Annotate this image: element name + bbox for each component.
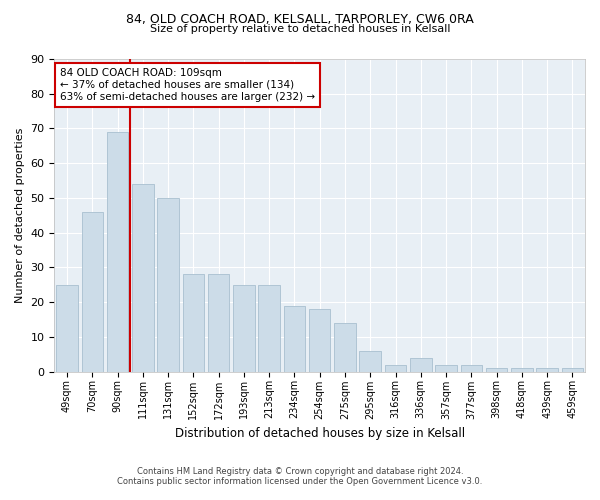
Text: Contains public sector information licensed under the Open Government Licence v3: Contains public sector information licen…: [118, 477, 482, 486]
Bar: [334, 323, 356, 372]
Bar: [562, 368, 583, 372]
Bar: [359, 350, 381, 372]
Bar: [410, 358, 431, 372]
Bar: [82, 212, 103, 372]
Bar: [461, 364, 482, 372]
Bar: [385, 364, 406, 372]
X-axis label: Distribution of detached houses by size in Kelsall: Distribution of detached houses by size …: [175, 427, 465, 440]
Bar: [107, 132, 128, 372]
Bar: [182, 274, 204, 372]
Bar: [486, 368, 508, 372]
Text: 84, OLD COACH ROAD, KELSALL, TARPORLEY, CW6 0RA: 84, OLD COACH ROAD, KELSALL, TARPORLEY, …: [126, 12, 474, 26]
Text: Contains HM Land Registry data © Crown copyright and database right 2024.: Contains HM Land Registry data © Crown c…: [137, 467, 463, 476]
Bar: [259, 284, 280, 372]
Bar: [284, 306, 305, 372]
Bar: [56, 284, 78, 372]
Bar: [208, 274, 229, 372]
Bar: [233, 284, 254, 372]
Bar: [157, 198, 179, 372]
Text: Size of property relative to detached houses in Kelsall: Size of property relative to detached ho…: [150, 24, 450, 34]
Bar: [536, 368, 558, 372]
Bar: [132, 184, 154, 372]
Y-axis label: Number of detached properties: Number of detached properties: [15, 128, 25, 303]
Bar: [511, 368, 533, 372]
Text: 84 OLD COACH ROAD: 109sqm
← 37% of detached houses are smaller (134)
63% of semi: 84 OLD COACH ROAD: 109sqm ← 37% of detac…: [60, 68, 315, 102]
Bar: [435, 364, 457, 372]
Bar: [309, 309, 331, 372]
